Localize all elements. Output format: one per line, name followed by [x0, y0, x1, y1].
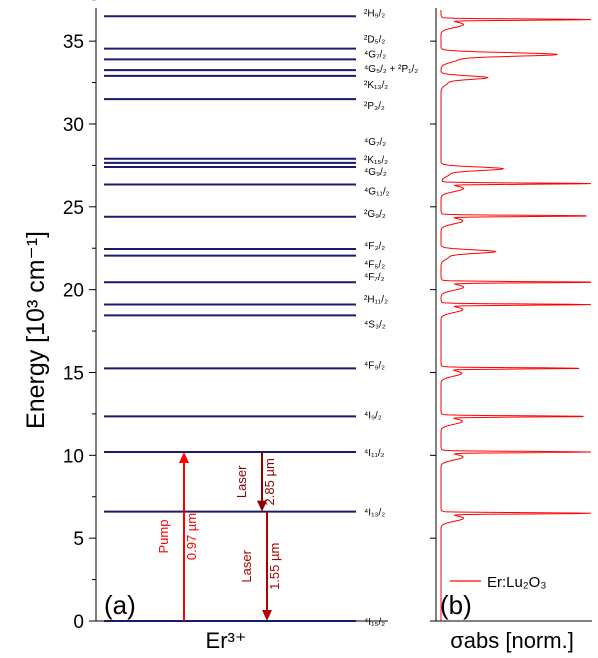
transition-name: Laser [239, 549, 254, 582]
level-term-label: ⁴G₇/₂ [364, 137, 386, 148]
legend-label: Er:Lu₂O₃ [487, 574, 546, 591]
y-tick-label: 30 [63, 115, 84, 136]
level-term-label: ⁴G₉/₂ [364, 167, 387, 178]
transition-wavelength: 2.85 µm [262, 458, 277, 505]
y-axis-label: Energy [10³ cm⁻¹] [22, 231, 50, 429]
level-term-label: ²H₉/₂ [364, 8, 385, 19]
level-term-label: ²G₉/₂ [364, 209, 386, 220]
transition-label: Laser 2.85 µm [234, 458, 277, 505]
y-tick-label: 35 [63, 32, 84, 53]
level-term-label: ⁴I₁₁/₂ [364, 448, 385, 459]
panel-a-x-label: Er³⁺ [206, 628, 247, 653]
level-term-label: ⁴F₃/₂ [364, 241, 385, 252]
panel-b-axes [430, 8, 592, 622]
transition-arrows: Pump 0.97 µm Laser 2.85 µm Laser 1.55 µm [156, 452, 282, 621]
level-term-label: ²K₁₃/₂ [364, 80, 388, 91]
transition-label: Pump 0.97 µm [156, 513, 199, 560]
level-term-label: ⁴F₅/₂ [364, 260, 385, 271]
transition-arrow-head [257, 500, 267, 512]
transition-name: Laser [234, 465, 249, 498]
panel-a-axes: 0 5 10 15 20 25 30 35 [63, 0, 388, 633]
level-term-label: ⁴F₉/₂ [364, 360, 385, 371]
absorption-curve [440, 10, 592, 621]
energy-levels: ⁴I₁₅/₂ ⁴I₁₃/₂ ⁴I₁₁/₂ ⁴I₉/₂ ⁴F₉/₂ ⁴S₃/₂ ²H₁₁/₂ ⁴… [104, 8, 418, 628]
level-term-label: ²K₁₅/₂ [364, 155, 388, 166]
absorption-spectrum [440, 10, 592, 621]
transition-wavelength: 1.55 µm [267, 543, 282, 590]
level-term-label: ⁴G₁₁/₂ [364, 186, 390, 197]
y-tick-label: 5 [73, 529, 84, 550]
transition-name: Pump [156, 520, 171, 554]
transition-arrow-head [262, 610, 272, 621]
level-term-label: ⁴F₇/₂ [364, 272, 385, 283]
y-tick-label: 25 [63, 198, 84, 219]
level-term-label: ²P₃/₂ [364, 101, 385, 112]
level-term-label: ⁴I₁₃/₂ [364, 508, 385, 519]
transition-arrow-head [179, 452, 189, 464]
level-term-label: ⁴G₅/₂ + ²P₁/₂ [364, 64, 418, 75]
transition-label: Laser 1.55 µm [239, 543, 282, 590]
level-term-label: ²D₅/₂ [364, 35, 385, 46]
level-term-label: ²H₁₁/₂ [364, 295, 388, 306]
level-term-label: ⁴I₉/₂ [364, 410, 382, 421]
transition-wavelength: 0.97 µm [184, 513, 199, 560]
y-tick-label: 20 [63, 281, 84, 302]
panel-b-label: (b) [440, 590, 472, 620]
y-tick-label: 15 [63, 363, 84, 384]
panel-a-label: (a) [104, 590, 136, 620]
level-term-label: ⁴G₇/₂ [364, 49, 386, 60]
y-tick-label: 0 [73, 612, 84, 633]
level-term-label: ⁴I₁₅/₂ [364, 617, 385, 628]
y-tick-label: 10 [63, 446, 84, 467]
level-term-label: ⁴S₃/₂ [364, 319, 386, 330]
panel-b-x-label: σabs [norm.] [450, 628, 574, 653]
